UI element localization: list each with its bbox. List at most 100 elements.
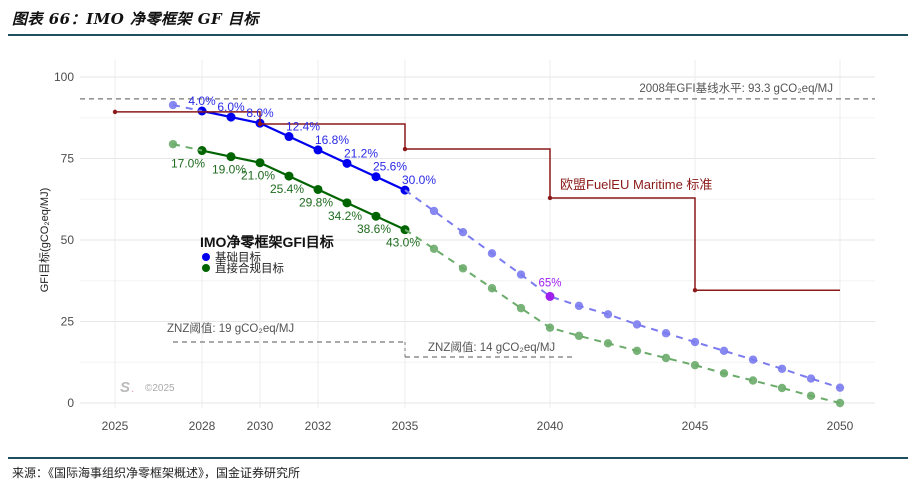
source-note: 来源：《国际海事组织净零框架概述》，国金证券研究所	[12, 466, 301, 480]
projection-point	[748, 376, 758, 385]
base-pct-label: 8.0%	[246, 106, 274, 120]
projection-point	[545, 323, 555, 332]
projection-point	[719, 369, 729, 378]
direct-target-point	[313, 184, 323, 194]
legend-marker-base	[202, 253, 210, 261]
projection-point	[487, 284, 497, 293]
projection-line-early	[172, 143, 203, 152]
projection-point	[516, 303, 526, 313]
projection-point	[690, 337, 700, 347]
direct-pct-label: 43.0%	[386, 236, 420, 250]
x-tick-label: 2050	[827, 419, 854, 433]
fueleu-point	[257, 121, 263, 127]
projection-point	[661, 329, 671, 338]
highlight-label: 65%	[538, 277, 561, 289]
x-tick-label: 2040	[537, 419, 564, 433]
direct-pct-label: 25.4%	[270, 182, 304, 196]
source-rule	[8, 457, 908, 459]
projection-point	[777, 364, 787, 373]
direct-target-point	[255, 158, 265, 168]
direct-target-point	[371, 211, 381, 221]
y-axis: 0 25 50 75 100	[54, 70, 74, 410]
base-target-point	[371, 172, 381, 182]
projection-point	[690, 360, 700, 370]
y-tick-label: 75	[61, 152, 75, 166]
fueleu-point	[692, 288, 698, 293]
base-target-point	[313, 145, 323, 155]
legend-item-base: 基础目标	[215, 251, 261, 264]
direct-pct-label: 19.0%	[212, 163, 246, 177]
projection-point	[632, 320, 642, 329]
projection-point	[487, 249, 497, 258]
y-tick-label: 25	[61, 315, 75, 329]
x-tick-label: 2028	[189, 419, 216, 433]
series	[112, 100, 845, 408]
projection-point	[516, 270, 526, 279]
y-axis-label: GFI目标(gCO₂eq/MJ)	[37, 188, 51, 293]
direct-target-point	[226, 152, 236, 162]
direct-pct-label: 34.2%	[328, 209, 362, 223]
legend-item-direct: 直接合规目标	[215, 261, 284, 275]
watermark-text: ©2025	[145, 383, 175, 394]
projection-point	[574, 331, 584, 341]
projection-point	[806, 391, 816, 401]
projection-point	[719, 346, 729, 356]
projection-point	[835, 398, 845, 408]
direct-target-point	[342, 198, 352, 208]
x-tick-label: 2035	[392, 419, 419, 433]
direct-pct-label: 29.8%	[299, 195, 333, 209]
base-pct-label: 4.0%	[188, 94, 216, 108]
projection-point	[458, 264, 468, 273]
projection-point	[661, 353, 671, 363]
base-pct-label: 25.6%	[373, 160, 407, 174]
projection-point	[168, 139, 178, 149]
x-axis: 2025 2028 2030 2032 2035 2040 2045 2050	[102, 419, 854, 433]
projection-point	[429, 206, 439, 216]
reference-label: ZNZ阈值: 19 gCO₂eq/MJ	[167, 321, 294, 335]
fueleu-point	[402, 146, 408, 152]
base-target-line	[201, 109, 406, 192]
base-pct-label: 6.0%	[217, 100, 245, 114]
y-tick-label: 100	[54, 70, 74, 84]
y-tick-label: 0	[67, 396, 74, 410]
projection-point	[603, 310, 613, 319]
projection-line-late	[404, 189, 841, 389]
projection-point	[632, 346, 642, 356]
legend-title: IMO净零框架GFI目标	[200, 234, 334, 250]
base-pct-label: 30.0%	[402, 173, 436, 187]
projection-line-late	[404, 228, 841, 404]
watermark-logo: S	[120, 379, 130, 396]
watermark: S . ©2025	[120, 379, 175, 396]
projection-point	[806, 374, 816, 383]
reference-label: 2008年GFI基线水平: 93.3 gCO₂eq/MJ	[639, 81, 833, 95]
projection-point	[429, 244, 439, 254]
fueleu-point	[112, 109, 118, 115]
y-tick-label: 50	[61, 233, 75, 247]
direct-pct-label: 17.0%	[171, 157, 205, 171]
figure-title: 图表 66：IMO 净零框架 GF 目标	[12, 10, 259, 28]
x-tick-label: 2025	[102, 419, 129, 433]
base-pct-label: 21.2%	[344, 146, 378, 160]
legend: IMO净零框架GFI目标 基础目标 直接合规目标	[200, 234, 334, 275]
projection-point	[748, 355, 758, 364]
watermark-logo-accent: .	[131, 381, 134, 395]
direct-target-line	[201, 149, 406, 231]
base-pct-label: 16.8%	[315, 133, 349, 147]
projection-point	[168, 100, 178, 110]
fueleu-label: 欧盟FuelEU Maritime 标准	[560, 177, 712, 192]
base-target-point	[342, 158, 352, 168]
fueleu-step-line	[115, 111, 840, 291]
title-rule	[8, 34, 908, 36]
base-target-point	[226, 112, 236, 122]
direct-target-point	[284, 171, 294, 181]
base-target-point	[284, 132, 294, 142]
x-tick-label: 2032	[305, 419, 332, 433]
data-labels: 4.0% 6.0% 8.0% 12.4%16.8%21.2%25.6%30.0% 17.…	[171, 94, 712, 289]
projection-point	[458, 227, 468, 237]
projection-point	[835, 383, 845, 392]
direct-pct-label: 38.6%	[357, 222, 391, 236]
fueleu-point	[547, 195, 553, 201]
x-tick-label: 2045	[682, 419, 709, 433]
projection-line-early	[172, 104, 203, 112]
base-pct-label: 12.4%	[286, 120, 320, 134]
